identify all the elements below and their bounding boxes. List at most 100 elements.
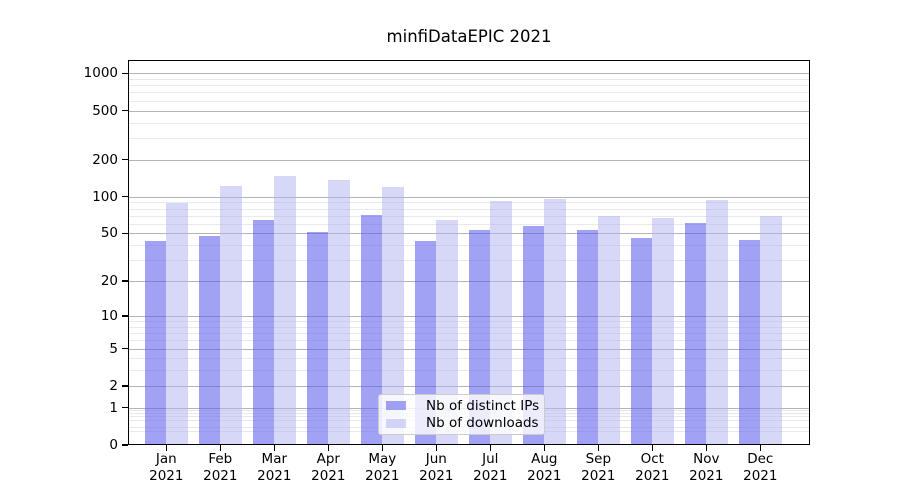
x-tick-year: 2021 xyxy=(635,468,670,484)
bar-downloads xyxy=(760,215,782,445)
y-tick-label: 200 xyxy=(92,151,118,168)
y-tick-label: 20 xyxy=(100,273,118,290)
x-tick-month: Feb xyxy=(208,451,233,467)
legend-swatch-downloads xyxy=(386,418,406,428)
x-tick-year: 2021 xyxy=(473,468,508,484)
y-tick-mark xyxy=(122,195,128,198)
x-tick-month: Aug xyxy=(531,451,558,467)
x-tick-mark xyxy=(543,445,546,451)
x-tick-mark xyxy=(219,445,222,451)
bar-distinct-ips xyxy=(522,225,545,445)
bar-downloads xyxy=(490,201,512,445)
y-gridline-major xyxy=(128,159,810,161)
y-gridline-minor xyxy=(128,85,810,87)
x-tick-label: Aug 2021 xyxy=(516,451,572,485)
y-gridline-minor xyxy=(128,202,810,204)
y-tick-label: 100 xyxy=(92,188,118,205)
x-tick-year: 2021 xyxy=(311,468,346,484)
y-tick-label: 1 xyxy=(109,399,118,416)
bar-downloads xyxy=(220,186,242,445)
y-tick-mark xyxy=(122,280,128,282)
x-tick-label: Jul 2021 xyxy=(462,451,518,485)
x-tick-year: 2021 xyxy=(257,468,292,484)
y-gridline-major xyxy=(128,196,810,198)
x-tick-label: Dec 2021 xyxy=(732,451,788,485)
x-tick-month: Oct xyxy=(640,451,664,467)
bar-downloads xyxy=(166,202,188,445)
bar-downloads xyxy=(382,187,404,445)
plot-area xyxy=(128,60,810,445)
x-tick-label: Mar 2021 xyxy=(246,451,302,485)
x-tick-month: Sep xyxy=(585,451,612,467)
bar-distinct-ips xyxy=(630,237,653,445)
y-tick-label: 50 xyxy=(100,225,118,242)
bar-downloads xyxy=(544,199,566,445)
x-tick-mark xyxy=(651,445,654,451)
y-tick-mark xyxy=(122,158,128,161)
bar-downloads xyxy=(598,216,620,445)
y-gridline-minor xyxy=(128,78,810,80)
bar-distinct-ips xyxy=(360,214,383,445)
bar-distinct-ips xyxy=(144,241,167,445)
y-tick-label: 1000 xyxy=(83,65,118,82)
y-tick-mark xyxy=(122,444,128,446)
x-tick-year: 2021 xyxy=(419,468,454,484)
y-gridline-minor xyxy=(128,122,810,124)
bar-downloads xyxy=(436,219,458,445)
bar-distinct-ips xyxy=(738,240,761,445)
x-tick-year: 2021 xyxy=(581,468,616,484)
x-tick-mark xyxy=(597,445,600,451)
x-tick-label: Sep 2021 xyxy=(570,451,626,485)
y-gridline-minor xyxy=(128,208,810,210)
y-gridline-major xyxy=(128,73,810,75)
x-tick-month: Jul xyxy=(482,451,499,467)
x-tick-month: Jun xyxy=(425,451,447,467)
bar-distinct-ips xyxy=(252,219,275,445)
y-gridline-major xyxy=(128,110,810,112)
y-tick-label: 2 xyxy=(109,377,118,394)
y-tick-mark xyxy=(122,385,128,387)
bar-distinct-ips xyxy=(468,230,491,445)
x-tick-mark xyxy=(327,445,330,451)
x-tick-month: Mar xyxy=(261,451,288,467)
x-tick-mark xyxy=(381,445,384,451)
bar-distinct-ips xyxy=(576,230,599,445)
y-tick-mark xyxy=(122,347,128,350)
x-tick-label: Jun 2021 xyxy=(408,451,464,485)
x-tick-label: May 2021 xyxy=(354,451,410,485)
y-tick-label: 0 xyxy=(109,437,118,453)
x-tick-label: Apr 2021 xyxy=(300,451,356,485)
chart-title: minfiDataEPIC 2021 xyxy=(386,27,552,46)
x-tick-year: 2021 xyxy=(203,468,238,484)
x-tick-year: 2021 xyxy=(743,468,778,484)
x-tick-mark xyxy=(165,445,168,451)
y-tick-mark xyxy=(122,72,128,75)
x-tick-month: Apr xyxy=(316,451,340,467)
y-tick-label: 10 xyxy=(100,307,118,324)
y-gridline-minor xyxy=(128,92,810,94)
x-tick-label: Nov 2021 xyxy=(678,451,734,485)
y-tick-label: 500 xyxy=(92,102,118,119)
x-tick-month: Jan xyxy=(155,451,177,467)
x-tick-mark xyxy=(273,445,276,451)
bar-distinct-ips xyxy=(306,232,329,445)
y-gridline-minor xyxy=(128,100,810,102)
y-gridline-minor xyxy=(128,137,810,139)
x-tick-year: 2021 xyxy=(689,468,724,484)
x-tick-month: May xyxy=(368,451,397,467)
legend-swatch-distinct-ips xyxy=(386,401,406,411)
y-tick-mark xyxy=(122,232,128,235)
bar-distinct-ips xyxy=(684,222,707,445)
y-tick-mark xyxy=(122,315,128,317)
y-tick-mark xyxy=(122,406,128,409)
legend-row-distinct-ips: Nb of distinct IPs xyxy=(379,397,544,414)
legend: Nb of distinct IPs Nb of downloads xyxy=(378,394,545,435)
y-tick-label: 5 xyxy=(109,340,118,357)
bar-distinct-ips xyxy=(198,235,221,445)
y-gridline-minor xyxy=(128,223,810,225)
y-tick-mark xyxy=(122,109,128,112)
x-tick-year: 2021 xyxy=(149,468,184,484)
x-tick-mark xyxy=(705,445,708,451)
x-tick-mark xyxy=(759,445,762,451)
legend-label-distinct-ips: Nb of distinct IPs xyxy=(426,397,540,414)
